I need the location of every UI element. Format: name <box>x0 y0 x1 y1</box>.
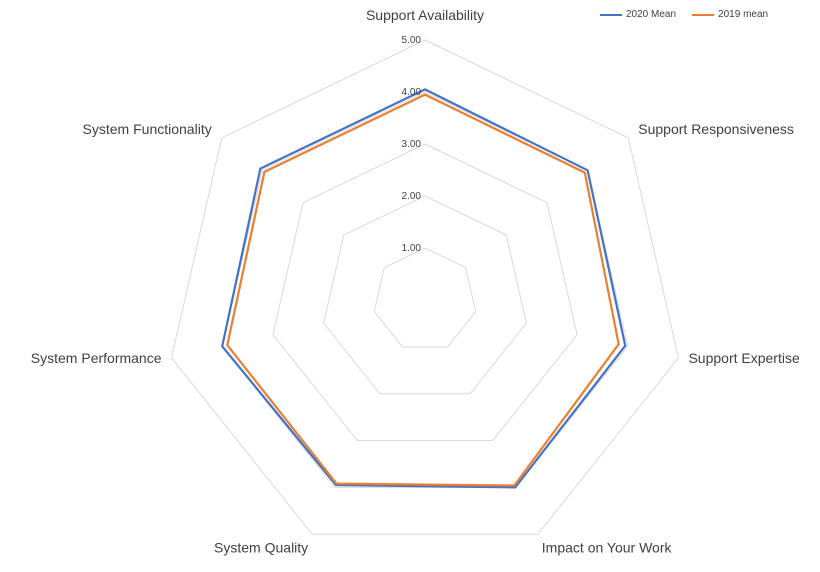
tick-layer: 1.00 2.00 3.00 4.00 5.00 <box>402 35 422 254</box>
legend-item-2019: 2019 mean <box>692 9 768 20</box>
axis-label: System Performance <box>31 350 162 366</box>
axis-label: Impact on Your Work <box>542 539 673 555</box>
axis-label-layer: Support Availability Support Responsivene… <box>31 7 800 555</box>
legend: 2020 Mean 2019 mean <box>600 9 768 20</box>
legend-label-2019: 2019 mean <box>718 9 769 20</box>
tick-label: 5.00 <box>402 35 422 46</box>
legend-swatch-2019 <box>692 13 715 16</box>
axis-label: System Quality <box>214 539 308 555</box>
tick-label: 1.00 <box>402 243 422 254</box>
series-line-2020 <box>221 88 627 489</box>
tick-label: 2.00 <box>402 191 422 202</box>
grid-ring-3 <box>272 143 578 442</box>
tick-label: 4.00 <box>402 87 422 98</box>
legend-swatch-2020 <box>600 13 622 16</box>
axis-label: Support Responsiveness <box>638 121 794 137</box>
series-layer <box>221 88 627 489</box>
grid-ring-1 <box>373 247 477 348</box>
legend-item-2020: 2020 Mean <box>600 9 676 20</box>
axis-label: Support Expertise <box>688 350 799 366</box>
grid-ring-5 <box>170 39 680 535</box>
grid-ring-2 <box>323 195 527 395</box>
legend-label-2020: 2020 Mean <box>626 9 677 20</box>
series-line-2019 <box>226 93 620 487</box>
axis-label: Support Availability <box>366 7 484 23</box>
axis-label: System Functionality <box>83 121 212 137</box>
grid-layer <box>170 39 680 535</box>
tick-label: 3.00 <box>402 139 422 150</box>
